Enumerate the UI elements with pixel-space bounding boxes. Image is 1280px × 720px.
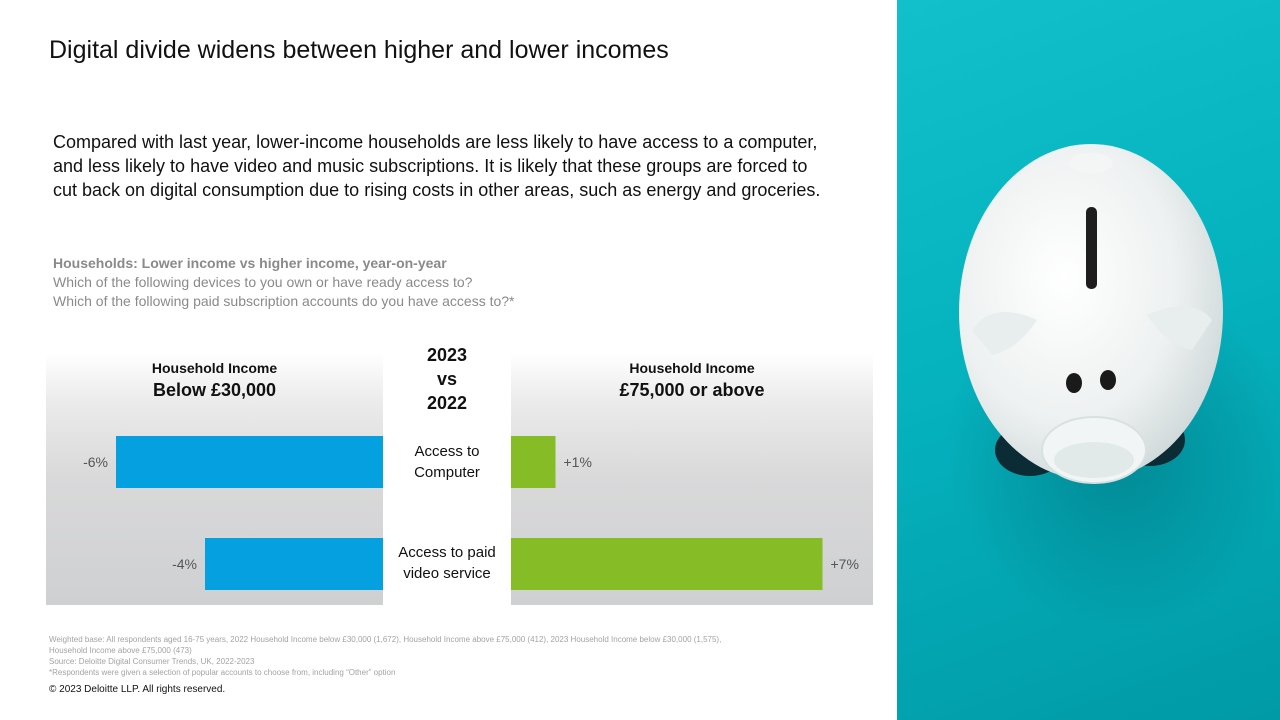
- intro-paragraph: Compared with last year, lower-income ho…: [53, 130, 853, 202]
- bar-low-income-1: [205, 538, 383, 590]
- chart-subheading: Households: Lower income vs higher incom…: [53, 254, 515, 311]
- category-label-line: Access to: [414, 443, 480, 460]
- intro-line: cut back on digital consumption due to r…: [53, 180, 821, 200]
- bar-high-income-1: [511, 538, 823, 590]
- category-label-line: Computer: [414, 464, 480, 481]
- left-panel-header-line2: Below £30,000: [152, 380, 277, 400]
- footnote-line: *Respondents were given a selection of p…: [49, 668, 396, 677]
- diverging-bar-chart: -6% -4% +1% +7%: [83, 436, 859, 590]
- bar-high-income-0: [511, 436, 556, 488]
- intro-line: and less likely to have video and music …: [53, 156, 808, 176]
- piggy-bank-illustration: [947, 144, 1280, 630]
- data-label-high-income-1: +7%: [831, 556, 859, 572]
- footnote-line: Source: Deloitte Digital Consumer Trends…: [49, 657, 255, 666]
- bar-low-income-0: [116, 436, 383, 488]
- data-label-low-income-1: -4%: [172, 556, 197, 572]
- right-panel-header-line1: Household Income: [629, 360, 755, 376]
- footnote-line: Household Income above £75,000 (473): [49, 646, 192, 655]
- category-label-video: Access to paid video service: [383, 542, 511, 584]
- center-heading-line: 2022: [426, 393, 468, 413]
- category-label-line: Access to paid: [398, 544, 496, 561]
- data-label-low-income-0: -6%: [83, 454, 108, 470]
- footnotes: Weighted base: All respondents aged 16-7…: [49, 634, 721, 678]
- slide-title: Digital divide widens between higher and…: [49, 36, 669, 64]
- footnote-line: Weighted base: All respondents aged 16-7…: [49, 635, 722, 644]
- center-heading-line: vs: [436, 369, 458, 389]
- subhead-question-subscriptions: Which of the following paid subscription…: [53, 293, 515, 309]
- right-panel-header-line2: £75,000 or above: [619, 380, 765, 400]
- center-heading-line: 2023: [426, 345, 468, 365]
- category-label-computer: Access to Computer: [383, 441, 511, 483]
- subhead-question-devices: Which of the following devices to you ow…: [53, 274, 473, 290]
- center-heading: 2023 vs 2022: [383, 343, 511, 415]
- category-label-line: video service: [403, 565, 491, 582]
- piggy-bank-photo: [897, 0, 1280, 720]
- intro-line: Compared with last year, lower-income ho…: [53, 132, 818, 152]
- subhead-bold: Households: Lower income vs higher incom…: [53, 255, 447, 271]
- left-panel-header-line1: Household Income: [151, 360, 278, 376]
- copyright: © 2023 Deloitte LLP. All rights reserved…: [49, 684, 226, 695]
- data-label-high-income-0: +1%: [564, 454, 592, 470]
